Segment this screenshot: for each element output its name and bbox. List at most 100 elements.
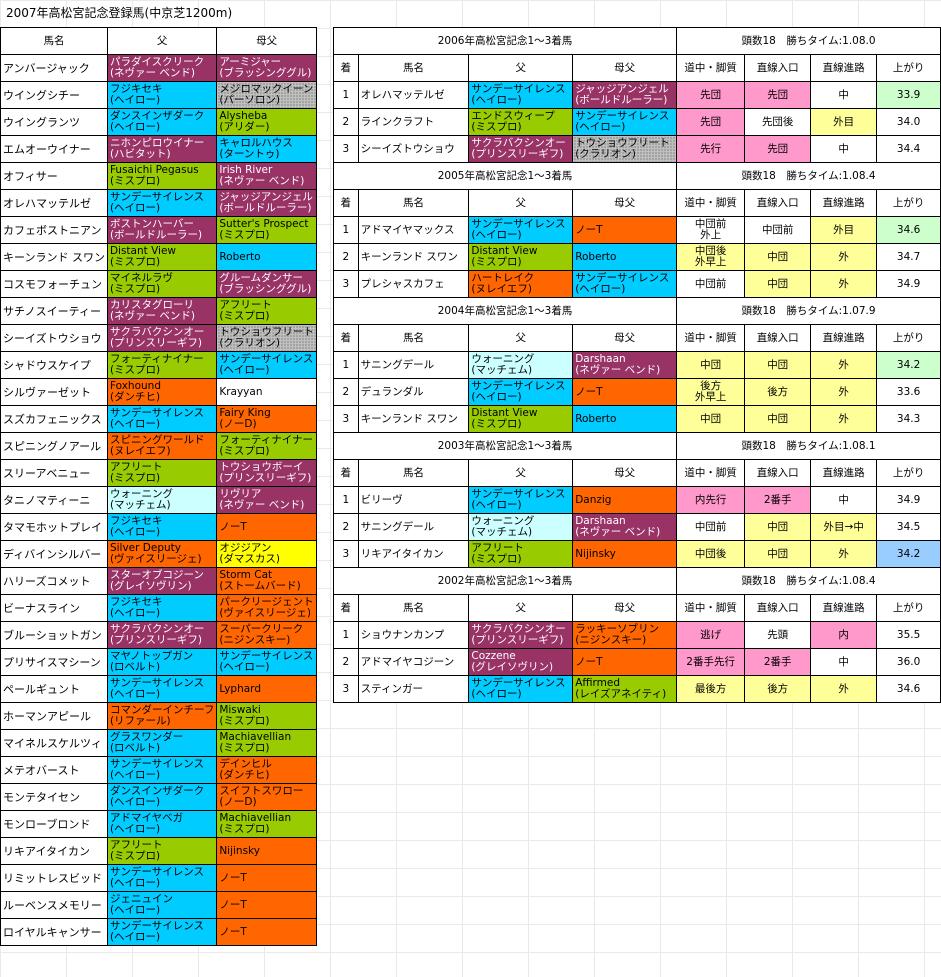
horse-name: スリーアベニュー (0, 459, 108, 487)
straight-path: 外 (810, 540, 878, 568)
result-row: 1 アドマイヤマックス サンデーサイレンス (ヘイロー) ノーT 中団前 外上 中団前 外目… (333, 216, 941, 244)
sire-cell: フジキセキ (ヘイロー) (106, 513, 218, 541)
finish-position: 3 (333, 540, 359, 568)
horse-row: シーイズトウショウ サクラバクシンオー (プリンスリーギフ) トウショウフリート (… (0, 324, 317, 352)
horse-name: スピニングノアール (0, 432, 108, 460)
column-header: 直線入口 (744, 324, 812, 352)
horse-name: サチノスイーティー (0, 297, 108, 325)
column-header-row: 着馬名父母父 道中・脚質 直線入口 直線進路 上がり (333, 54, 941, 82)
damsire-cell: Lyphard (216, 675, 317, 703)
last-3f-time: 34.5 (876, 513, 941, 541)
damsire-cell: ノーT (216, 864, 317, 892)
column-header: 道中・脚質 (676, 189, 746, 217)
horse-name: エムオーウイナー (0, 135, 108, 163)
year-heading: 2002年高松宮記念1～3着馬 (332, 567, 678, 595)
finish-position: 1 (333, 621, 359, 649)
column-header: 母父 (572, 594, 678, 622)
horse-name: ビーナスライン (0, 594, 108, 622)
horse-name: スズカフェニックス (0, 405, 108, 433)
column-header: 馬名 (0, 27, 108, 55)
straight-path: 外目 (810, 108, 878, 136)
sire-cell: フジキセキ (ヘイロー) (106, 594, 218, 622)
horse-name: ブルーショットガン (0, 621, 108, 649)
year-heading-row: 2006年高松宮記念1～3着馬 頭数18 勝ちタイム:1.08.0 (332, 27, 941, 55)
damsire-cell: Irish River (ネヴァー ベンド) (216, 162, 317, 190)
sire-cell: サンデーサイレンス (ヘイロー) (468, 216, 574, 244)
damsire-cell: Krayyan (216, 378, 317, 406)
race-info: 頭数18 勝ちタイム:1.08.4 (676, 567, 941, 595)
race-info: 頭数18 勝ちタイム:1.08.1 (676, 432, 941, 460)
sire-cell: Cozzene (グレイソヴリン) (468, 648, 574, 676)
sire-cell: ウォーニング (マッチェム) (106, 486, 218, 514)
column-header: 馬名 (357, 594, 470, 622)
running-style: 最後方 (676, 675, 746, 703)
last-3f-time: 34.0 (876, 108, 941, 136)
horse-row: タマモホットプレイ フジキセキ (ヘイロー) ノーT (0, 513, 317, 541)
column-header: 父 (106, 27, 218, 55)
sire-cell: サンデーサイレンス (ヘイロー) (468, 486, 574, 514)
damsire-cell: Roberto (216, 243, 317, 271)
finish-position: 1 (333, 351, 359, 379)
horse-name: キーンランド スワン (0, 243, 108, 271)
column-header: 着 (333, 54, 359, 82)
running-style: 中団前 (676, 270, 746, 298)
race-info: 頭数18 勝ちタイム:1.07.9 (676, 297, 941, 325)
year-heading-row: 2003年高松宮記念1～3着馬 頭数18 勝ちタイム:1.08.1 (332, 432, 941, 460)
sire-cell: Distant View (ミスプロ) (106, 243, 218, 271)
horse-name: アドマイヤマックス (357, 216, 470, 244)
running-style: 中団 (676, 351, 746, 379)
straight-path: 外目 (810, 216, 878, 244)
damsire-cell: スイフトスワロー (ノーD) (216, 783, 317, 811)
sire-cell: アドマイヤベガ (ヘイロー) (106, 810, 218, 838)
column-header: 道中・脚質 (676, 324, 746, 352)
horse-row: ペールギュント サンデーサイレンス (ヘイロー) Lyphard (0, 675, 317, 703)
straight-path: 内 (810, 621, 878, 649)
horse-name: リキアイタイカン (0, 837, 108, 865)
damsire-cell: Roberto (572, 243, 678, 271)
horse-row: リキアイタイカン アフリート (ミスプロ) Nijinsky (0, 837, 317, 865)
sire-cell: ウォーニング (マッチェム) (468, 351, 574, 379)
running-style: 後方 外早上 (676, 378, 746, 406)
straight-entry: 先団後 (744, 108, 812, 136)
column-header: 母父 (216, 27, 317, 55)
column-header: 上がり (876, 54, 941, 82)
column-header: 道中・脚質 (676, 594, 746, 622)
sire-cell: エンドスウィープ (ミスプロ) (468, 108, 574, 136)
straight-entry: 中団 (744, 351, 812, 379)
running-style: 逃げ (676, 621, 746, 649)
horse-name: オフィサー (0, 162, 108, 190)
straight-path: 中 (810, 648, 878, 676)
sire-cell: ハートレイク (ヌレイエフ) (468, 270, 574, 298)
straight-entry: 後方 (744, 675, 812, 703)
result-row: 3 リキアイタイカン アフリート (ミスプロ) Nijinsky 中団後 中団外 34.2 (333, 540, 941, 568)
damsire-cell: サンデーサイレンス (ヘイロー) (572, 108, 678, 136)
column-header: 着 (333, 594, 359, 622)
horse-row: ビーナスライン フジキセキ (ヘイロー) パークリージェント (ヴァイスリージェ) (0, 594, 317, 622)
horse-row: アンバージャック パラダイスクリーク (ネヴァー ベンド) アーミジャー (ブラッシ… (0, 54, 317, 82)
horse-name: ラインクラフト (357, 108, 470, 136)
column-header: 直線進路 (810, 594, 878, 622)
horse-name: ルーベンスメモリー (0, 891, 108, 919)
column-header: 馬名 (357, 54, 470, 82)
sire-cell: アフリート (ミスプロ) (106, 459, 218, 487)
damsire-cell: サンデーサイレンス (ヘイロー) (216, 351, 317, 379)
straight-path: 中 (810, 486, 878, 514)
sire-cell: マヤノトップガン (ロベルト) (106, 648, 218, 676)
column-header: 直線進路 (810, 189, 878, 217)
finish-position: 2 (333, 513, 359, 541)
horse-name: ウイングランツ (0, 108, 108, 136)
damsire-cell: パークリージェント (ヴァイスリージェ) (216, 594, 317, 622)
horse-name: ロイヤルキャンサー (0, 918, 108, 946)
sire-cell: ダンスインザダーク (ヘイロー) (106, 108, 218, 136)
damsire-cell: Roberto (572, 405, 678, 433)
straight-path: 外 (810, 243, 878, 271)
horse-name: マイネルスケルツィ (0, 729, 108, 757)
column-header: 着 (333, 324, 359, 352)
column-header: 父 (468, 189, 574, 217)
horse-name: メテオバースト (0, 756, 108, 784)
damsire-cell: ノーT (572, 216, 678, 244)
damsire-cell: ノーT (572, 648, 678, 676)
finish-position: 2 (333, 108, 359, 136)
column-header: 母父 (572, 459, 678, 487)
finish-position: 3 (333, 405, 359, 433)
